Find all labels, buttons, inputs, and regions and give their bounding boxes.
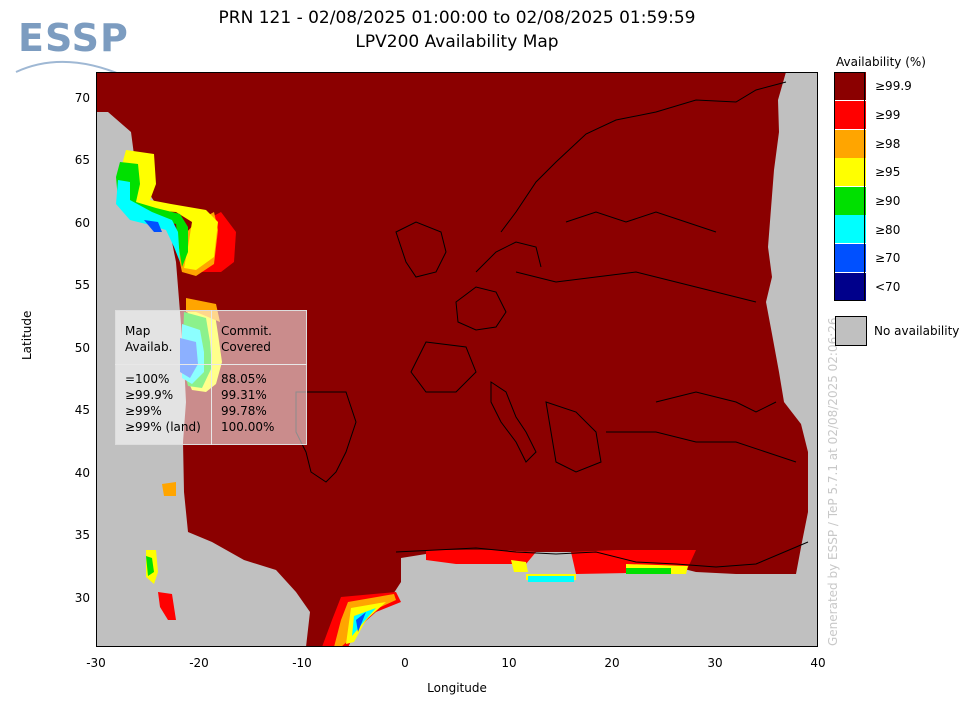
legend-label-90: ≥90 — [875, 194, 901, 208]
generated-by-watermark: Generated by ESSP / TeP 5.7.1 at 02/08/2… — [826, 317, 840, 646]
legend-swatch-95 — [834, 158, 866, 186]
y-tick-30: 30 — [74, 591, 90, 605]
map-subtitle: LPV200 Availability Map — [355, 32, 559, 52]
stats-values-column: 88.05% 99.31% 99.78% 100.00% — [221, 371, 274, 435]
map-frame — [96, 72, 818, 647]
stats-row-name: ≥99% — [125, 404, 162, 418]
x-tick-minus30: -30 — [86, 656, 106, 670]
legend-title: Availability (%) — [836, 55, 926, 69]
x-tick-minus20: -20 — [189, 656, 209, 670]
coverage-morocco-yellow — [346, 602, 386, 644]
coverage-canary-orange — [162, 482, 176, 496]
stats-header-map-availability: Map Availab. — [125, 323, 215, 355]
coverage-africa-west-2 — [146, 556, 154, 576]
legend-swatch-80 — [834, 215, 866, 243]
map-title: PRN 121 - 02/08/2025 01:00:00 to 02/08/2… — [218, 8, 696, 28]
y-tick-45: 45 — [74, 403, 90, 417]
coverage-morocco-cyan — [352, 608, 376, 636]
y-tick-35: 35 — [74, 528, 90, 542]
stats-row-value: 99.31% — [221, 388, 267, 402]
stats-row-name: ≥99.9% — [125, 388, 174, 402]
coverage-yellow-band-north — [120, 150, 218, 270]
legend-label-lt70: <70 — [875, 280, 901, 294]
x-tick-40: 40 — [810, 656, 826, 670]
y-tick-70: 70 — [74, 91, 90, 105]
x-tick-minus10: -10 — [292, 656, 312, 670]
stats-header-line: Commit. — [221, 324, 272, 338]
coverage-blue-band-north — [144, 220, 162, 232]
statistics-divider-horizontal — [115, 364, 307, 365]
x-tick-10: 10 — [501, 656, 517, 670]
y-tick-50: 50 — [74, 341, 90, 355]
coverage-tunisia-band — [511, 560, 528, 572]
stats-row-name: =100% — [125, 372, 170, 386]
legend-swatch-lt70 — [834, 273, 866, 301]
legend-label-95: ≥95 — [875, 165, 901, 179]
legend-swatch-99 — [834, 101, 866, 129]
stats-row-value: 88.05% — [221, 372, 267, 386]
legend-swatch-70 — [834, 244, 866, 272]
essp-logo: ESSP — [14, 12, 134, 82]
legend-swatch-90 — [834, 187, 866, 215]
x-tick-30: 30 — [707, 656, 723, 670]
stats-header-commit-covered: Commit. Covered — [221, 323, 311, 355]
x-tick-20: 20 — [604, 656, 620, 670]
statistics-divider-vertical — [211, 310, 212, 445]
legend-label-70: ≥70 — [875, 251, 901, 265]
coverage-morocco-blue — [356, 612, 366, 632]
stats-names-column: =100% ≥99.9% ≥99% ≥99% (land) — [125, 371, 201, 435]
x-tick-0: 0 — [401, 656, 409, 670]
coverage-egypt-green — [626, 568, 671, 574]
legend-swatch-no-availability — [835, 316, 867, 346]
stats-header-line: Map — [125, 324, 151, 338]
legend-label-80: ≥80 — [875, 223, 901, 237]
y-tick-60: 60 — [74, 216, 90, 230]
y-tick-65: 65 — [74, 153, 90, 167]
legend-label-98: ≥98 — [875, 137, 901, 151]
legend-label-no-availability: No availability — [874, 324, 960, 338]
stats-row-value: 99.78% — [221, 404, 267, 418]
legend-label-99: ≥99 — [875, 108, 901, 122]
y-axis-label: Latitude — [20, 310, 34, 360]
logo-text: ESSP — [18, 16, 129, 60]
stats-row-name: ≥99% (land) — [125, 420, 201, 434]
coverage-libya-cyan — [528, 576, 574, 582]
statistics-panel: Map Availab. Commit. Covered =100% ≥99.9… — [115, 310, 307, 445]
legend-label-99-9: ≥99.9 — [875, 79, 912, 93]
coverage-africa-west-3 — [158, 592, 176, 620]
legend-swatch-98 — [834, 130, 866, 158]
x-axis-label: Longitude — [427, 681, 487, 695]
stats-header-line: Covered — [221, 340, 271, 354]
coverage-algeria-red — [426, 550, 536, 564]
y-tick-55: 55 — [74, 278, 90, 292]
coverage-region — [96, 72, 808, 647]
stats-header-line: Availab. — [125, 340, 173, 354]
stats-row-value: 100.00% — [221, 420, 275, 434]
y-tick-40: 40 — [74, 466, 90, 480]
legend-swatch-99-9 — [834, 72, 866, 100]
logo-swoosh — [15, 60, 125, 77]
